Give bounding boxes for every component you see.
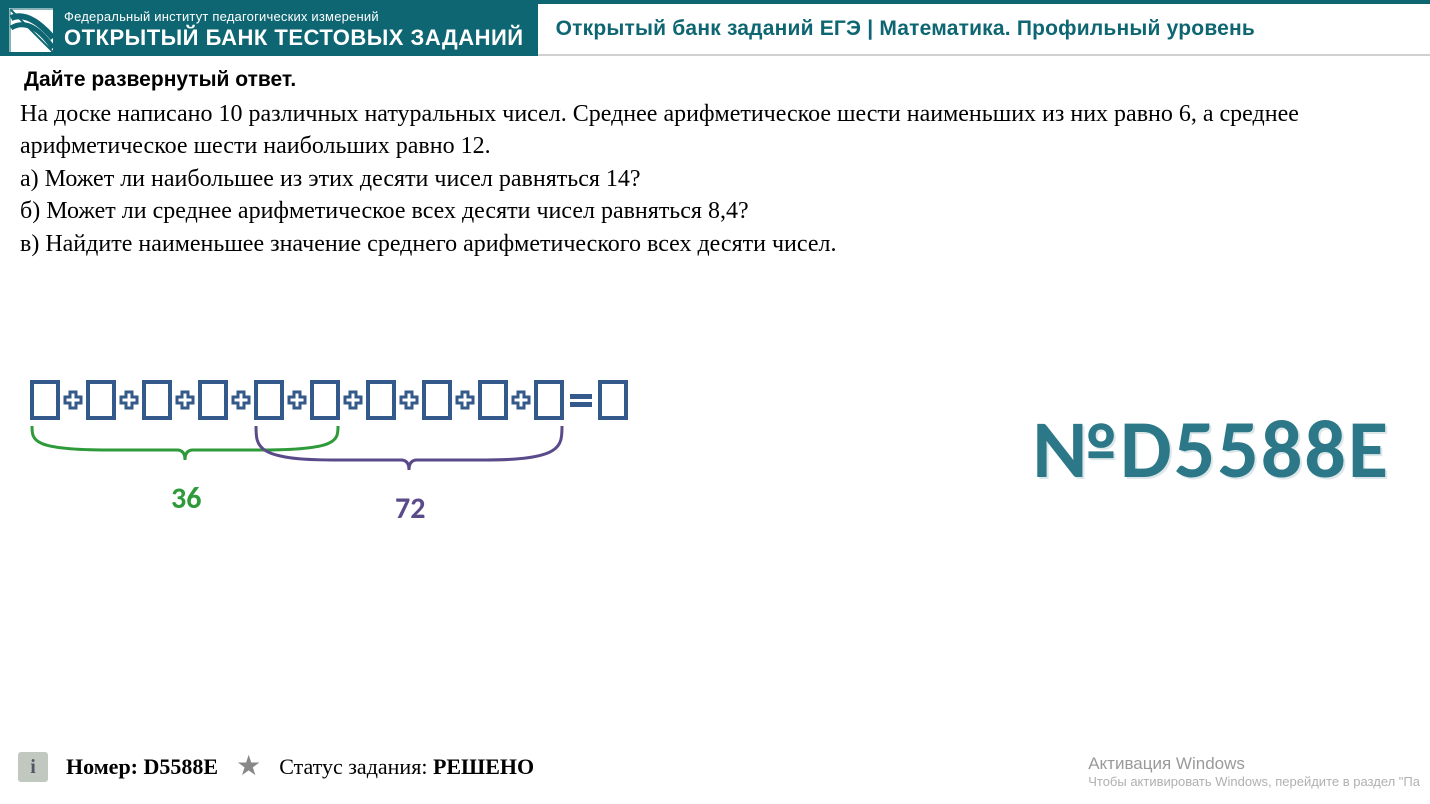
equals-icon: [564, 390, 598, 410]
header-title: ОТКРЫТЫЙ БАНК ТЕСТОВЫХ ЗАДАНИЙ: [64, 25, 524, 50]
instruction-text: Дайте развернутый ответ.: [0, 56, 1430, 98]
header-bar: Федеральный институт педагогических изме…: [0, 0, 1430, 56]
task-id-large: №D5588E: [1032, 400, 1390, 500]
brackets-svg: [30, 422, 710, 542]
windows-activation-watermark: Активация Windows Чтобы активировать Win…: [1088, 753, 1420, 791]
plus-icon: [172, 390, 198, 410]
header-breadcrumb: Открытый банк заданий ЕГЭ | Математика. …: [538, 4, 1430, 56]
status-label: Статус задания:: [279, 754, 427, 779]
plus-icon: [340, 390, 366, 410]
watermark-line: Активация Windows: [1088, 753, 1420, 774]
number-box: [478, 380, 508, 420]
plus-icon: [228, 390, 254, 410]
number-box: [310, 380, 340, 420]
number-box: [422, 380, 452, 420]
header-subtitle: Федеральный институт педагогических изме…: [64, 10, 524, 25]
plus-icon: [396, 390, 422, 410]
problem-line: а) Может ли наибольшее из этих десяти чи…: [20, 163, 1400, 195]
star-icon[interactable]: ★: [236, 753, 261, 781]
number-box: [366, 380, 396, 420]
bracket-label-1: 36: [171, 480, 201, 517]
bracket-label-2: 72: [395, 490, 425, 527]
equation-diagram: 36 72: [30, 380, 710, 550]
footer-bar: i Номер: D5588E ★ Статус задания: РЕШЕНО: [18, 752, 534, 782]
watermark-line: Чтобы активировать Windows, перейдите в …: [1088, 774, 1420, 790]
number-box: [30, 380, 60, 420]
plus-icon: [508, 390, 534, 410]
plus-icon: [60, 390, 86, 410]
status-value: РЕШЕНО: [433, 754, 534, 779]
problem-text: На доске написано 10 различных натуральн…: [0, 98, 1430, 260]
header-left: Федеральный институт педагогических изме…: [0, 4, 538, 56]
plus-icon: [452, 390, 478, 410]
number-box: [142, 380, 172, 420]
problem-line: б) Может ли среднее арифметическое всех …: [20, 195, 1400, 227]
plus-icon: [116, 390, 142, 410]
number-label: Номер:: [66, 754, 138, 779]
problem-line: На доске написано 10 различных натуральн…: [20, 98, 1400, 163]
number-value: D5588E: [144, 754, 219, 779]
problem-line: в) Найдите наименьшее значение среднего …: [20, 228, 1400, 260]
plus-icon: [284, 390, 310, 410]
number-box: [534, 380, 564, 420]
info-button[interactable]: i: [18, 752, 48, 782]
logo-icon: [8, 7, 54, 53]
number-box: [86, 380, 116, 420]
number-box: [254, 380, 284, 420]
number-box: [198, 380, 228, 420]
result-box: [598, 380, 628, 420]
